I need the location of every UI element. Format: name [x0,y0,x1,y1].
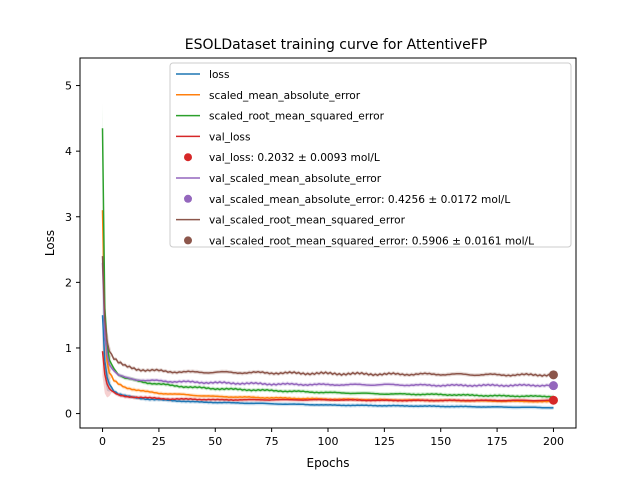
legend-box [169,62,572,248]
legend-label: val_loss [209,131,250,143]
legend-label: val_scaled_root_mean_squared_error: 0.59… [209,235,534,247]
legend-swatch-val-scaled-root-mean-squared-error-marker [184,236,192,245]
x-tick-label: 75 [265,435,279,448]
legend-label: scaled_mean_absolute_error [209,90,361,102]
marker-val-loss [548,395,558,405]
x-tick-label: 125 [374,435,395,448]
legend: loss scaled_mean_absolute_error scaled_roo… [169,62,572,248]
line-val-loss [101,351,554,402]
x-tick-label: 0 [99,435,106,448]
line-val-scaled-mean-absolute-error [101,262,554,388]
chart-title: ESOLDataset training curve for Attentive… [185,37,487,53]
marker-val-scaled-root-mean-squared-error [548,370,558,380]
line-scaled-root-mean-squared-error [101,128,554,398]
x-axis-label: Epochs [307,456,350,470]
legend-label: val_scaled_root_mean_squared_error [209,215,406,227]
final-value-markers [548,370,558,405]
y-tick-label: 5 [65,80,72,93]
legend-label: loss [209,69,229,81]
y-tick-label: 3 [65,211,72,224]
y-axis-label: Loss [43,230,57,256]
x-tick-label: 200 [543,435,564,448]
x-tick-label: 25 [152,435,166,448]
line-val-scaled-root-mean-squared-error [101,256,554,377]
legend-label: val_scaled_mean_absolute_error [209,173,382,185]
legend-label: scaled_root_mean_squared_error [209,111,385,123]
y-tick-label: 0 [65,408,72,421]
y-tick-label: 4 [65,145,72,158]
legend-label: val_scaled_mean_absolute_error: 0.4256 ±… [209,194,510,206]
legend-swatch-val-loss-marker [184,153,192,162]
line-loss [101,315,554,409]
series-lines [101,128,554,409]
y-tick-label: 1 [65,342,72,355]
y-tick-label: 2 [65,276,72,289]
y-axis-ticks: 0 1 2 3 4 5 [65,80,80,421]
x-tick-label: 175 [487,435,508,448]
legend-swatch-val-scaled-mean-absolute-error-marker [184,194,192,203]
legend-label: val_loss: 0.2032 ± 0.0093 mol/L [209,152,380,164]
x-tick-label: 150 [430,435,451,448]
x-tick-label: 50 [208,435,222,448]
marker-val-scaled-mean-absolute-error [548,381,558,391]
x-tick-label: 100 [318,435,339,448]
x-axis-ticks: 0 25 50 75 100 125 150 175 200 [99,428,564,448]
